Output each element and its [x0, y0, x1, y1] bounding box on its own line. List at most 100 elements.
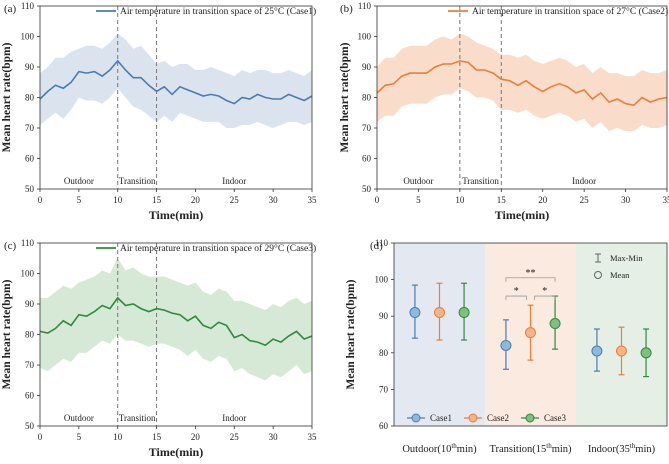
series-legend: Case1 Case2 Case3 [407, 413, 566, 423]
y-tick-label: 110 [358, 1, 372, 11]
x-tick-label: 0 [375, 195, 380, 205]
panel-label: (a) [4, 3, 17, 15]
significance-bracket [505, 295, 527, 301]
panel-label: (b) [340, 3, 353, 15]
x-tick-label: 15 [497, 195, 507, 205]
line-panel-2: 0 5 10 15 20 25 30 35 50 60 70 80 90 100 110 Outdoor Tra… [1, 238, 317, 459]
significance-label: * [514, 286, 519, 297]
x-tick-label: 0 [38, 432, 43, 442]
mean-marker [616, 345, 627, 357]
mean-line [39, 296, 313, 347]
category-label: Transition(15thmin) [489, 442, 572, 455]
category-label: Outdoor(10thmin) [402, 442, 477, 455]
region-label: Indoor [222, 413, 246, 423]
region-label: Indoor [572, 176, 596, 186]
x-tick-label: 35 [308, 195, 318, 205]
x-axis-title: Time(min) [149, 445, 203, 459]
mean-marker [500, 339, 512, 351]
legend-label: Air temperature in transition space of 2… [472, 6, 668, 17]
mean-marker [458, 307, 470, 319]
x-tick-label: 25 [230, 432, 240, 442]
y-tick-label: 110 [21, 238, 35, 248]
y-tick-label: 100 [375, 275, 389, 285]
x-tick-label: 25 [580, 195, 590, 205]
mean-marker [549, 318, 561, 330]
range-band [40, 33, 312, 128]
significance-label: * [542, 286, 547, 297]
significance-bracket [505, 277, 556, 282]
y-tick-label: 90 [362, 62, 372, 72]
y-tick-label: 60 [25, 391, 35, 401]
y-tick-label: 70 [25, 123, 35, 133]
region-label: Outdoor [64, 176, 94, 186]
x-tick-label: 20 [191, 195, 201, 205]
y-tick-label: 90 [25, 62, 35, 72]
x-tick-label: 30 [621, 195, 631, 205]
region-label: Outdoor [403, 176, 433, 186]
y-tick-label: 70 [379, 384, 389, 394]
significance-label: ** [526, 268, 536, 279]
mean-marker [640, 347, 652, 359]
y-tick-label: 50 [25, 184, 35, 194]
y-tick-label: 80 [25, 93, 35, 103]
y-tick-label: 70 [25, 360, 35, 370]
line-panel-1: 0 5 10 15 20 25 30 35 50 60 70 80 90 100 110 Outdoor Tra… [339, 1, 669, 222]
region-label: Transition [119, 413, 156, 423]
x-tick-label: 20 [191, 432, 201, 442]
legend-label: Air temperature in transition space of 2… [120, 6, 316, 17]
x-tick-label: 20 [538, 195, 548, 205]
x-tick-label: 35 [663, 195, 669, 205]
panel-label: (c) [4, 240, 17, 252]
region-label: Transition [119, 176, 156, 186]
series-legend-marker [525, 413, 535, 423]
y-tick-label: 100 [358, 32, 372, 42]
y-axis-title: Mean heart rate(bpm) [1, 42, 13, 152]
y-tick-label: 80 [362, 93, 372, 103]
y-tick-label: 60 [379, 421, 389, 431]
legend-label: Air temperature in transition space of 2… [120, 243, 316, 254]
y-tick-label: 50 [25, 421, 35, 431]
region-label: Outdoor [64, 413, 94, 423]
legend-mean-label: Mean [610, 270, 630, 280]
x-tick-label: 5 [77, 195, 82, 205]
y-tick-label: 110 [21, 1, 35, 11]
mean-marker [525, 327, 536, 339]
region-label: Indoor [222, 176, 246, 186]
y-axis-title: Mean heart rate(bpm) [1, 279, 13, 389]
series-legend-marker [468, 413, 478, 423]
y-tick-label: 80 [25, 330, 35, 340]
mean-line [376, 60, 668, 106]
series-legend-label: Case1 [430, 413, 452, 423]
y-tick-label: 100 [21, 269, 35, 279]
x-tick-label: 30 [269, 195, 279, 205]
x-axis-title: Time(min) [495, 208, 549, 222]
region-label: Transition [462, 176, 499, 186]
series-legend-marker [411, 413, 421, 423]
x-tick-label: 30 [269, 432, 279, 442]
y-tick-label: 50 [362, 184, 372, 194]
x-tick-label: 15 [152, 195, 162, 205]
y-tick-label: 60 [362, 154, 372, 164]
y-tick-label: 110 [375, 238, 389, 248]
series-legend-label: Case3 [544, 413, 566, 423]
x-tick-label: 15 [152, 432, 162, 442]
y-tick-label: 90 [25, 299, 35, 309]
y-axis-title: Mean heart rate(bpm) [339, 42, 351, 152]
y-axis-title: Mean heart rate(bpm) [345, 279, 357, 389]
x-tick-label: 10 [113, 432, 123, 442]
x-tick-label: 0 [38, 195, 43, 205]
y-tick-label: 70 [362, 123, 372, 133]
legend-range-label: Max-Min [610, 253, 643, 263]
mean-line [39, 59, 313, 105]
y-tick-label: 90 [379, 311, 389, 321]
mean-marker [591, 345, 603, 357]
x-tick-label: 5 [77, 432, 82, 442]
category-label: Indoor(35thmin) [588, 442, 656, 455]
x-tick-label: 10 [113, 195, 123, 205]
mean-marker [434, 307, 445, 319]
x-tick-label: 10 [455, 195, 465, 205]
line-panel-0: 0 5 10 15 20 25 30 35 50 60 70 80 90 100 110 Outdoor Tra… [1, 1, 317, 222]
x-tick-label: 25 [230, 195, 240, 205]
